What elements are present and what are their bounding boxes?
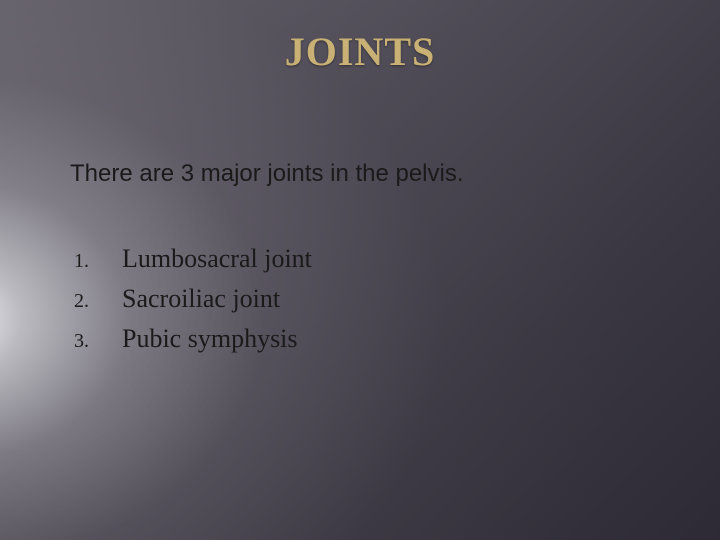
list-item: 3. Pubic symphysis	[70, 320, 312, 360]
numbered-list: 1. Lumbosacral joint 2. Sacroiliac joint…	[70, 240, 312, 360]
list-item: 1. Lumbosacral joint	[70, 240, 312, 280]
list-number: 3.	[70, 322, 122, 360]
list-item-text: Lumbosacral joint	[122, 240, 312, 278]
list-number: 1.	[70, 242, 122, 280]
slide-title: JOINTS	[0, 28, 720, 75]
list-number: 2.	[70, 282, 122, 320]
list-item: 2. Sacroiliac joint	[70, 280, 312, 320]
intro-text: There are 3 major joints in the pelvis.	[70, 160, 464, 188]
slide: JOINTS There are 3 major joints in the p…	[0, 0, 720, 540]
list-item-text: Pubic symphysis	[122, 320, 298, 358]
list-item-text: Sacroiliac joint	[122, 280, 280, 318]
